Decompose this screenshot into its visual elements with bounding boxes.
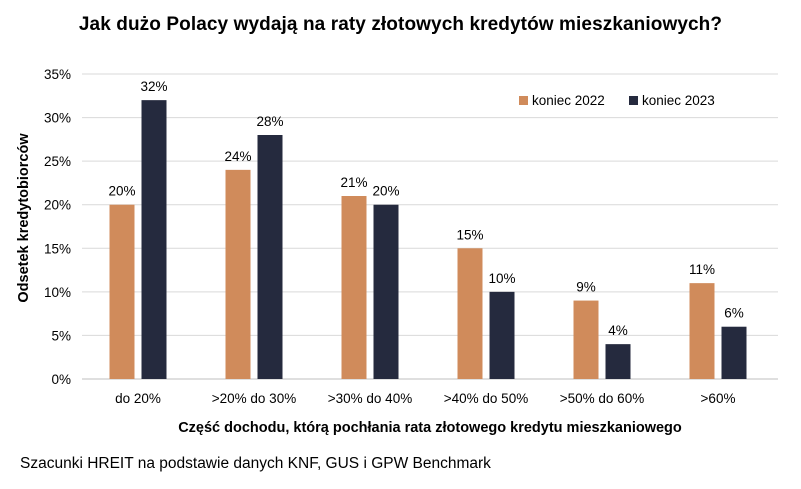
category-label: >50% do 60% [560,391,644,406]
data-label: 15% [456,227,483,242]
category-label: >40% do 50% [444,391,528,406]
legend: koniec 2022 koniec 2023 [519,93,715,108]
data-label: 20% [108,184,135,199]
bar-koniec-2023 [257,135,283,379]
bars [109,100,747,380]
category-labels: do 20% >20% do 30% >30% do 40% >40% do 50% >… [115,391,735,406]
grid-lines [82,73,778,380]
legend-swatch [519,96,528,105]
y-tick-label: 0% [51,372,71,387]
bar-koniec-2022 [457,248,483,379]
bar-koniec-2022 [109,204,135,379]
legend-swatch [629,96,638,105]
bar-koniec-2022 [225,169,251,379]
y-tick-label: 10% [44,285,71,300]
bar-koniec-2022 [573,300,599,379]
data-label: 28% [256,114,283,129]
y-tick-label: 30% [44,111,71,126]
y-tick-label: 35% [44,67,71,82]
legend-label: koniec 2023 [642,93,715,108]
bar-koniec-2023 [605,344,631,379]
category-label: >30% do 40% [328,391,412,406]
bar-koniec-2023 [141,100,167,380]
legend-label: koniec 2022 [532,93,605,108]
source-note: Szacunki HREIT na podstawie danych KNF, … [20,455,491,472]
y-tick-label: 5% [51,328,71,343]
x-axis-label: Część dochodu, którą pochłania rata złot… [178,420,682,436]
data-label: 11% [689,262,715,277]
chart-title: Jak dużo Polacy wydają na raty złotowych… [78,14,723,35]
bar-koniec-2023 [721,326,747,379]
y-tick-label: 25% [44,154,71,169]
data-label: 32% [140,79,167,94]
bar-koniec-2023 [373,204,399,379]
data-label: 10% [488,271,515,286]
y-axis-label: Odsetek kredytobiorców [16,133,32,303]
data-label: 4% [608,323,628,338]
data-label: 24% [224,149,251,164]
y-tick-labels: 0% 5% 10% 15% 20% 25% 30% 35% [44,67,71,387]
category-label: >60% [701,391,736,406]
data-labels: 20% 32% 24% 28% 21% 20% 15% 10% 9% 4% 11% 6% [108,79,743,338]
data-label: 21% [340,175,367,190]
bar-koniec-2022 [341,196,367,379]
y-tick-label: 15% [44,241,71,256]
bar-koniec-2022 [689,283,715,379]
y-tick-label: 20% [44,198,71,213]
data-label: 9% [576,280,596,295]
data-label: 20% [372,184,399,199]
category-label: >20% do 30% [212,391,296,406]
category-label: do 20% [115,391,161,406]
bar-koniec-2023 [489,291,515,379]
data-label: 6% [724,306,744,321]
